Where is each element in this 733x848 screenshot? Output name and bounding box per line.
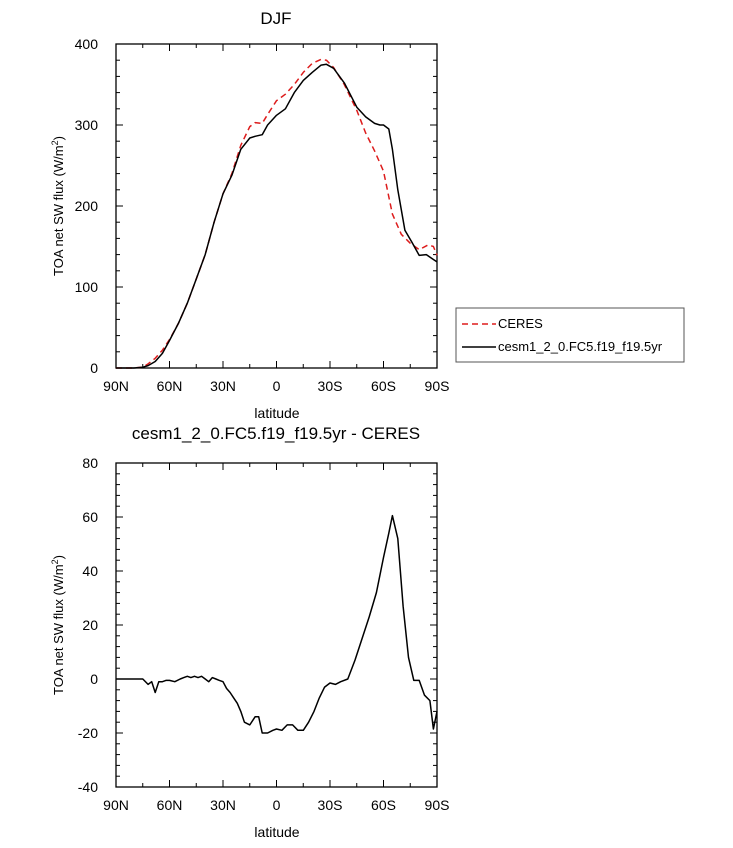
legend-box — [455, 307, 685, 363]
y-axis-label: TOA net SW flux (W/m2) — [50, 555, 66, 695]
y-axis-label-main: TOA net SW flux (W/m — [51, 145, 66, 276]
y-tick-label: -40 — [78, 779, 98, 795]
x-tick-label: 30N — [210, 797, 236, 813]
y-tick-label: 100 — [75, 279, 99, 295]
y-tick-label: 20 — [82, 617, 98, 633]
y-tick-label: 40 — [82, 563, 98, 579]
plot-frame — [115, 462, 438, 788]
y-axis-label-close: ) — [51, 136, 66, 140]
x-tick-label: 30S — [318, 378, 343, 394]
y-tick-label: 400 — [75, 36, 99, 52]
y-tick-label: 200 — [75, 198, 99, 214]
y-axis-label-close: ) — [51, 555, 66, 559]
y-axis-label-superscript: 2 — [50, 559, 60, 564]
x-tick-label: 0 — [273, 378, 281, 394]
x-tick-label: 60S — [371, 378, 396, 394]
series-line — [116, 58, 438, 369]
x-tick-label: 60N — [157, 797, 183, 813]
plot-area — [115, 43, 438, 369]
chart-title: cesm1_2_0.FC5.f19_f19.5yr - CERES — [132, 424, 420, 443]
plot-frame — [115, 43, 438, 369]
chart-djf: DJF 90N 60N 30N 0 30S 60S 90S 0 100 200 300 400 lat… — [50, 9, 685, 421]
y-axis-label-superscript: 2 — [50, 140, 60, 145]
x-tick-label: 90S — [425, 378, 450, 394]
series-line — [116, 63, 438, 369]
x-tick-label: 0 — [273, 797, 281, 813]
x-tick-label: 90S — [425, 797, 450, 813]
y-tick-label: -20 — [78, 725, 98, 741]
plot-area — [115, 462, 438, 788]
legend: CERES cesm1_2_0.FC5.f19_f19.5yr — [455, 307, 685, 363]
series-line — [116, 514, 438, 734]
x-tick-label: 90N — [103, 378, 129, 394]
y-tick-label: 300 — [75, 117, 99, 133]
chart-difference: cesm1_2_0.FC5.f19_f19.5yr - CERES 90N 60N… — [50, 424, 449, 840]
x-tick-label: 90N — [103, 797, 129, 813]
chart-title: DJF — [260, 9, 291, 28]
y-axis-label: TOA net SW flux (W/m2) — [50, 136, 66, 276]
x-tick-label: 60S — [371, 797, 396, 813]
y-tick-label: 60 — [82, 509, 98, 525]
y-axis-label-main: TOA net SW flux (W/m — [51, 564, 66, 695]
y-tick-label: 80 — [82, 455, 98, 471]
legend-label-ceres: CERES — [498, 316, 543, 331]
x-axis-label: latitude — [254, 824, 299, 840]
y-tick-label: 0 — [90, 360, 98, 376]
y-tick-label: 0 — [90, 671, 98, 687]
x-tick-label: 30N — [210, 378, 236, 394]
x-tick-label: 30S — [318, 797, 343, 813]
x-axis-label: latitude — [254, 405, 299, 421]
legend-label-model: cesm1_2_0.FC5.f19_f19.5yr — [498, 339, 663, 354]
x-tick-label: 60N — [157, 378, 183, 394]
